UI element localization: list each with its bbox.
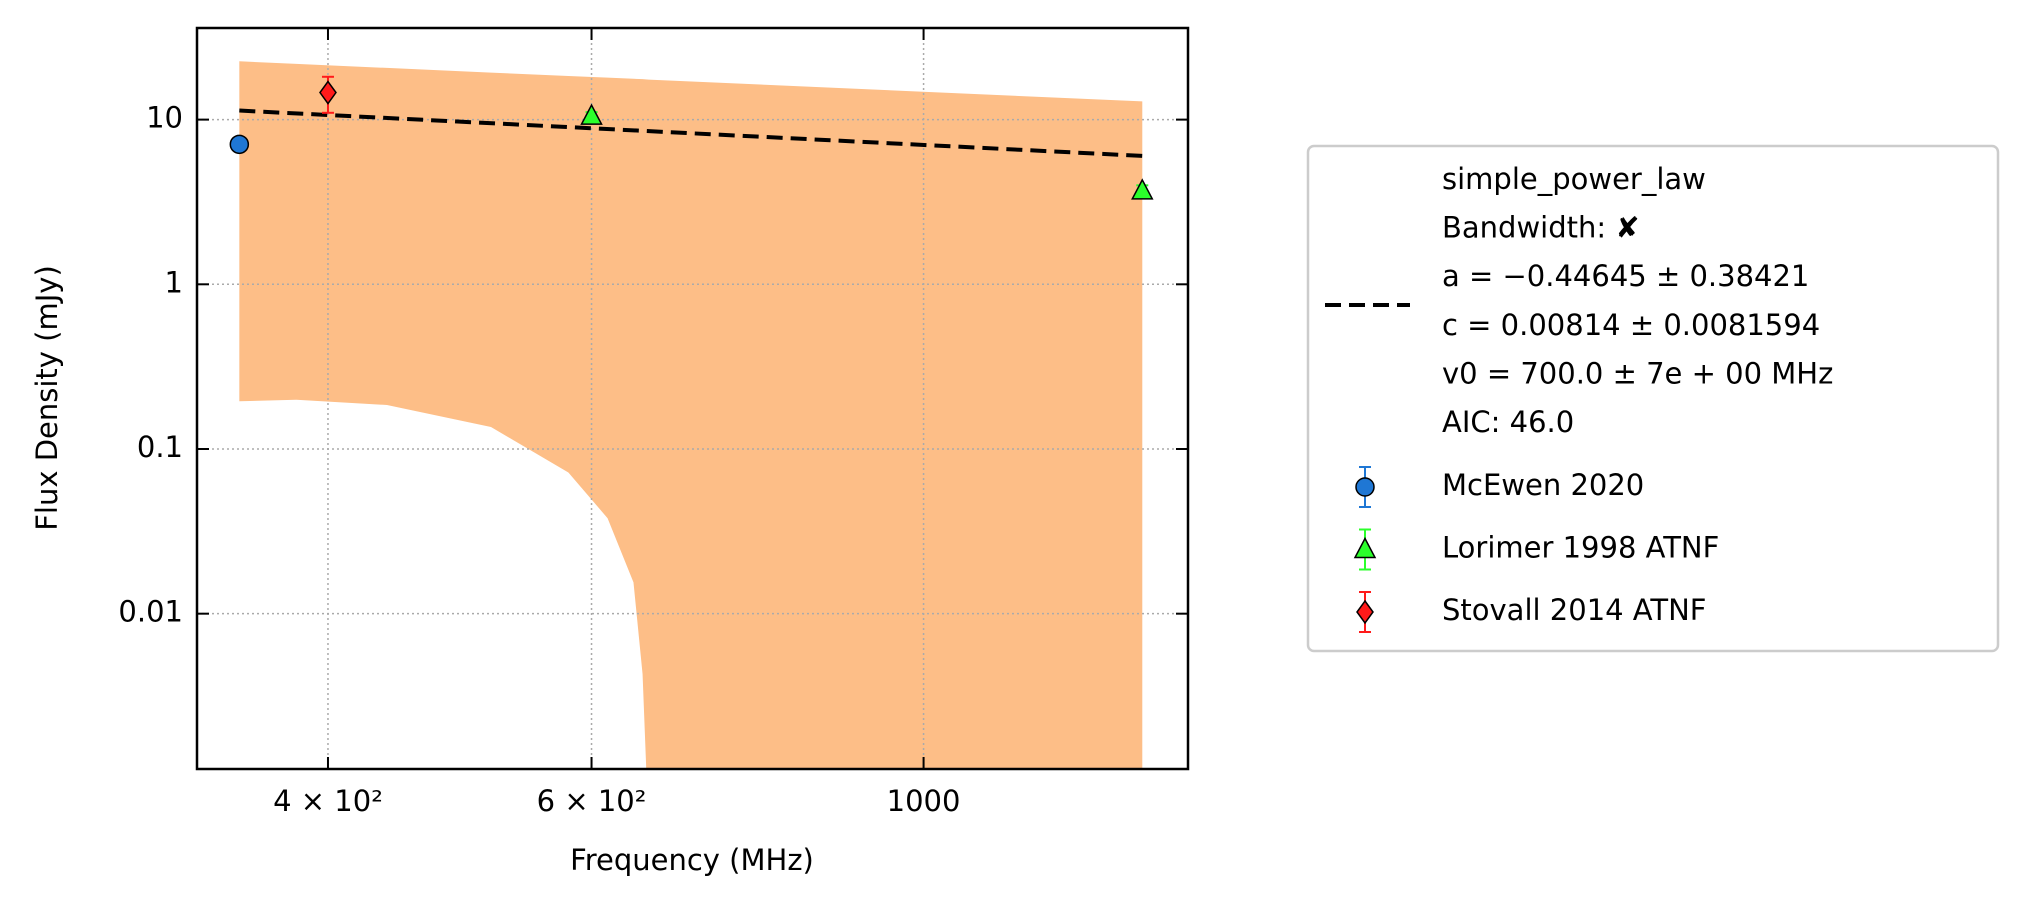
y-tick-label: 10 xyxy=(146,101,183,135)
x-tick-label: 1000 xyxy=(887,784,961,818)
x-tick-label: 4 × 10² xyxy=(273,784,383,818)
marker xyxy=(1356,599,1374,625)
legend-label: AIC: 46.0 xyxy=(1442,405,1574,439)
legend-label: Bandwidth: ✘ xyxy=(1442,211,1640,245)
marker xyxy=(580,103,603,125)
legend-label: v0 = 700.0 ± 7e + 00 MHz xyxy=(1442,356,1833,390)
legend-label: a = −0.44645 ± 0.38421 xyxy=(1442,259,1809,293)
plot-area xyxy=(197,28,1188,769)
marker xyxy=(1355,477,1375,497)
marker xyxy=(1131,178,1154,200)
y-tick-label: 0.01 xyxy=(118,595,183,629)
y-tick-label: 1 xyxy=(165,265,183,299)
axes-frame xyxy=(195,26,1190,771)
x-tick-label: 6 × 10² xyxy=(537,784,647,818)
legend-label: c = 0.00814 ± 0.0081594 xyxy=(1442,308,1820,342)
legend-label: simple_power_law xyxy=(1442,162,1706,196)
x-axis-label: Frequency (MHz) xyxy=(570,843,814,877)
marker xyxy=(319,80,337,105)
legend-label: Stovall 2014 ATNF xyxy=(1442,593,1706,627)
y-tick-label: 0.1 xyxy=(137,430,183,464)
legend-box xyxy=(1306,144,2000,653)
marker xyxy=(1353,536,1377,559)
uncertainty-band xyxy=(239,61,1143,769)
legend-label: McEwen 2020 xyxy=(1442,468,1644,502)
y-axis-label: Flux Density (mJy) xyxy=(30,265,64,531)
marker xyxy=(229,134,250,155)
fit-line xyxy=(239,108,1143,158)
legend-label: Lorimer 1998 ATNF xyxy=(1442,531,1719,565)
